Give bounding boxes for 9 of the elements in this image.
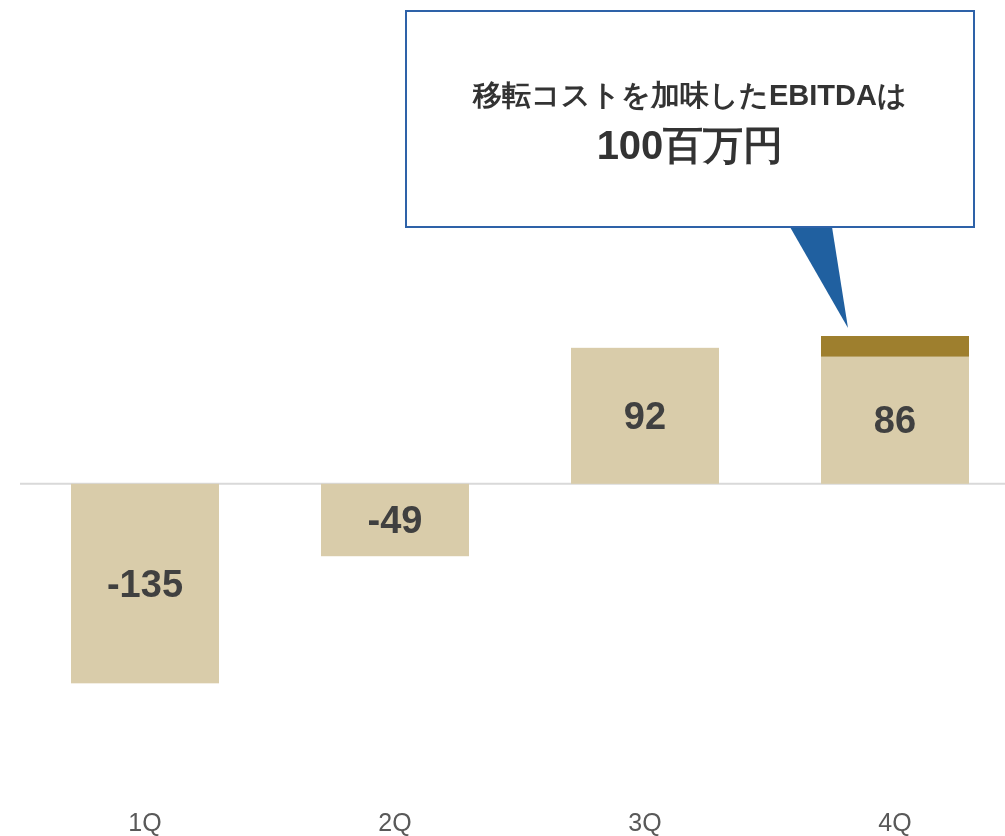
x-tick-label: 2Q [378,808,412,836]
x-tick-label: 3Q [628,808,662,836]
data-label: 86 [873,399,917,442]
data-label: 92 [623,394,667,437]
text: 移転コストを加味したEBITDAは 100百万円 [472,79,907,167]
x-tick-label: 4Q [878,808,912,836]
data-label: -49 [367,499,423,542]
data-label: -135 [106,562,184,605]
x-tick-label: 1Q [128,808,162,836]
